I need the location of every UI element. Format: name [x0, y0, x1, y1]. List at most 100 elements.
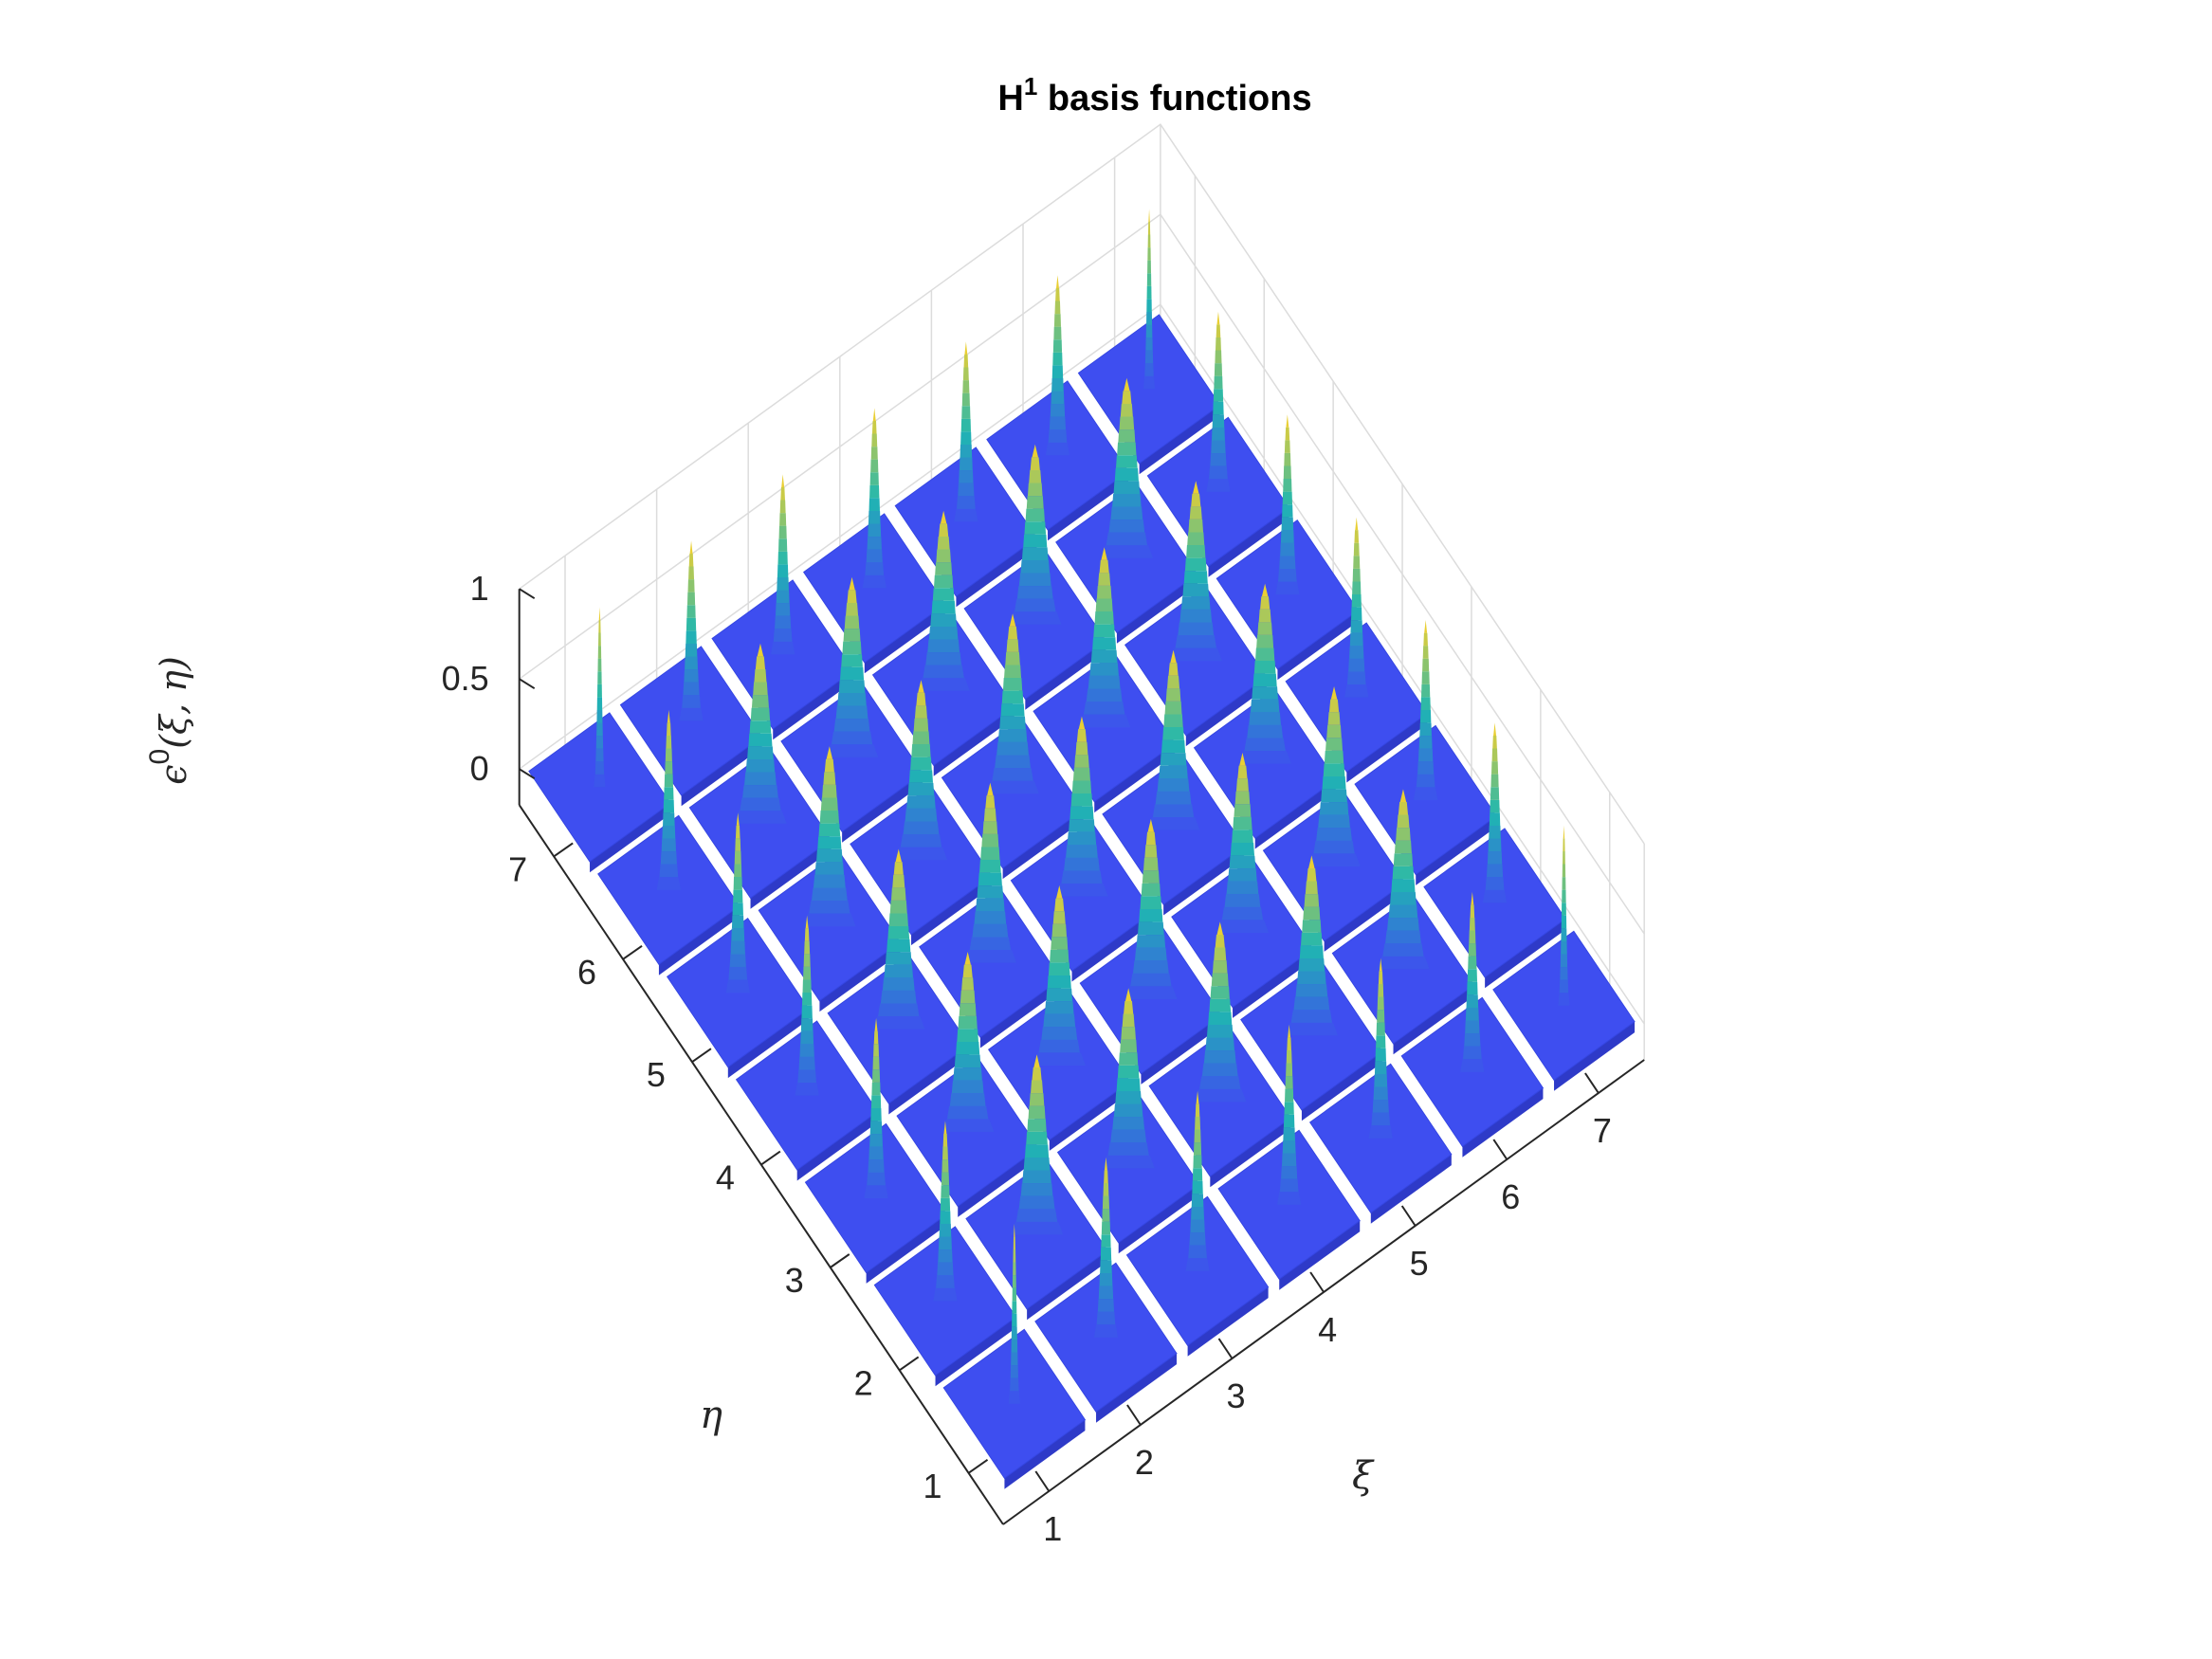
peak-band [1047, 975, 1071, 989]
peak-band [997, 729, 1028, 742]
peak-band [892, 874, 905, 888]
peak-band [1075, 741, 1088, 756]
peak-band [927, 639, 960, 653]
peak-band [956, 1042, 980, 1055]
z-tick-label: 1 [470, 569, 489, 608]
peak-band [900, 834, 942, 848]
peak-band [1279, 1178, 1299, 1193]
peak-band [1083, 702, 1125, 715]
peak-band [688, 566, 695, 580]
x-tick-label: 2 [1135, 1443, 1154, 1482]
peak-band [1560, 954, 1568, 968]
peak-band [1229, 855, 1256, 869]
peak-band [598, 619, 601, 633]
peak-band [972, 923, 1009, 938]
tile-side [1233, 948, 1314, 1018]
y-tick-label: 4 [716, 1158, 735, 1197]
peak-band [1261, 583, 1269, 597]
peak-band [1313, 840, 1355, 854]
peak-band [665, 748, 672, 762]
peak-band [777, 564, 789, 577]
peak-band [686, 592, 696, 606]
peak-band [1414, 787, 1438, 800]
tile-side [1004, 1419, 1086, 1489]
surface-tile [780, 576, 923, 843]
peak-band [1067, 831, 1097, 846]
chart-title-rest: basis functions [1037, 79, 1311, 118]
peak-band [1234, 804, 1252, 817]
tile-side [1485, 919, 1566, 989]
peak-band [1167, 675, 1180, 689]
tile-side [1346, 713, 1428, 783]
peak-band [735, 838, 741, 851]
peak-band [911, 744, 931, 757]
peak-band [1099, 559, 1109, 574]
tile-side [911, 876, 993, 946]
peak-band [1144, 350, 1154, 364]
peak-band [1101, 1234, 1111, 1248]
peak-band [1226, 881, 1259, 895]
peak-band [1141, 883, 1161, 897]
peak-band [1061, 870, 1103, 884]
peak-band [937, 1262, 954, 1276]
peak-band [1491, 761, 1499, 775]
surface-tile [873, 1121, 1017, 1387]
peak-band [1097, 1299, 1115, 1312]
y-tick-mark [553, 842, 574, 858]
peak-band [1283, 465, 1291, 480]
peak-band [1328, 699, 1340, 713]
peak-band [1378, 983, 1384, 997]
peak-band [963, 354, 969, 368]
tile-side [681, 737, 762, 807]
peak-band [1078, 716, 1086, 730]
surface-tile [1033, 547, 1176, 813]
peak-band [1211, 973, 1229, 987]
peak-band [999, 716, 1026, 730]
peak-band [1030, 457, 1040, 470]
peak-band [1379, 957, 1382, 972]
peak-band [779, 513, 787, 526]
peak-band [1195, 1116, 1201, 1130]
peak-band [1108, 520, 1145, 533]
peak-band [1213, 389, 1224, 402]
tile-side [1554, 1021, 1636, 1091]
peak-band [958, 1015, 978, 1030]
peak-band [773, 629, 793, 642]
peak-band [979, 860, 1001, 873]
peak-band [1203, 1050, 1236, 1064]
y-tick-label: 5 [647, 1055, 666, 1094]
peak-band [941, 1146, 948, 1160]
peak-band [995, 755, 1031, 769]
peak-band [753, 682, 768, 696]
peak-band [1170, 649, 1177, 664]
peak-band [1051, 377, 1064, 392]
peak-band [1048, 429, 1068, 443]
peak-band [1420, 697, 1431, 710]
peak-band [1120, 1039, 1138, 1053]
peak-band [943, 1121, 947, 1134]
peak-band [1385, 930, 1421, 944]
peak-band [1349, 632, 1363, 647]
peak-band [1185, 1258, 1210, 1271]
peak-band [780, 486, 785, 501]
peak-band [954, 1054, 981, 1068]
peak-band [887, 939, 911, 953]
peak-band [910, 757, 932, 771]
tile-side [1139, 405, 1220, 475]
peak-band [969, 937, 1012, 951]
tile-side [819, 942, 901, 1012]
x-tick-label: 3 [1226, 1376, 1245, 1415]
peak-band [983, 808, 996, 822]
peak-band [1161, 739, 1186, 754]
surface-tile [1124, 481, 1268, 747]
peak-band [1325, 738, 1344, 751]
z-axis-label: ϵ0(ξ, η) [144, 656, 194, 785]
peak-band [1077, 714, 1131, 728]
peak-band [1344, 684, 1369, 698]
tile-side [796, 1111, 878, 1181]
peak-band [951, 1080, 984, 1094]
peak-band [1147, 247, 1151, 261]
tile-base [597, 814, 740, 966]
tile-side [658, 905, 740, 975]
peak-band [917, 678, 970, 691]
